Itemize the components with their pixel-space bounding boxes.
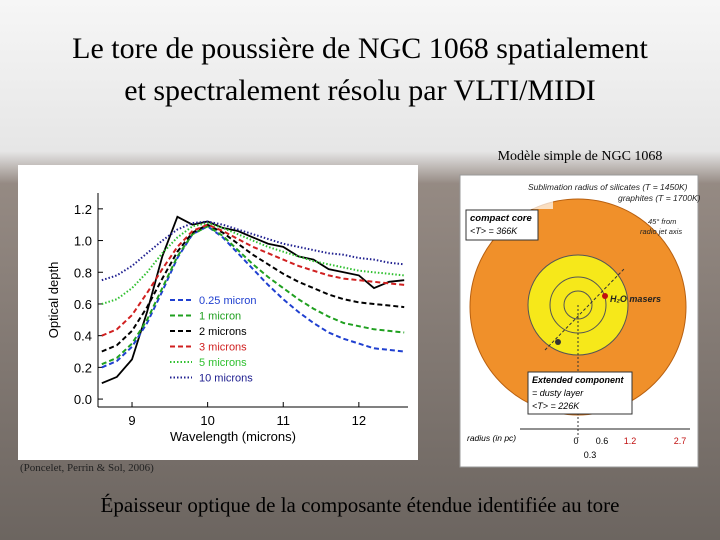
- label: compact core: [470, 213, 532, 224]
- title: et spectralement résolu par VLTI/MIDI: [124, 74, 596, 107]
- legend-label: 3 microns: [199, 342, 247, 354]
- radius-tick: 0.6: [596, 436, 609, 446]
- legend-label: 2 microns: [199, 326, 247, 338]
- label-box: [527, 371, 633, 415]
- label-box: [465, 209, 539, 241]
- legend-label: 0.25 micron: [199, 295, 256, 307]
- series-line: [101, 223, 405, 353]
- maser: [555, 339, 561, 345]
- y-tick-label: 0.0: [74, 392, 92, 407]
- jet-axis: [544, 267, 626, 351]
- title: Le tore de poussière de NGC 1068 spatial…: [72, 32, 648, 65]
- caption: Épaisseur optique de la composante étend…: [101, 493, 620, 517]
- label: H₂O masers: [610, 294, 661, 304]
- x-tick-label: 10: [200, 413, 214, 428]
- label: 45° from: [648, 217, 676, 226]
- radius-tick: 0.3: [584, 450, 597, 460]
- series-line: [101, 223, 405, 337]
- x-tick-label: 11: [276, 413, 290, 428]
- y-tick-label: 0.6: [74, 297, 92, 312]
- series-line: [101, 225, 405, 369]
- label-bg: [463, 179, 553, 209]
- legend-label: 5 microns: [199, 357, 247, 369]
- label: <T> = 366K: [470, 226, 518, 236]
- label: = dusty layer: [532, 388, 584, 398]
- chart-panel: [18, 165, 418, 460]
- series-line: [101, 220, 405, 282]
- y-tick-label: 1.2: [74, 202, 92, 217]
- legend-label: 1 micron: [199, 311, 241, 323]
- radius-tick: 0: [573, 436, 578, 446]
- label: graphites (T = 1700K): [618, 193, 701, 203]
- radius-tick: 2.7: [674, 436, 687, 446]
- label: radio jet axis: [640, 227, 682, 236]
- series-line: [101, 215, 405, 385]
- x-tick-label: 12: [352, 413, 366, 428]
- legend-label: 10 microns: [199, 373, 253, 385]
- y-tick-label: 0.2: [74, 360, 92, 375]
- x-axis-label: Wavelength (microns): [170, 429, 296, 444]
- y-axis-label: Optical depth: [46, 262, 61, 339]
- x-tick-label: 9: [128, 413, 135, 428]
- series-line: [101, 222, 405, 305]
- caption: Modèle simple de NGC 1068: [498, 149, 663, 164]
- y-tick-label: 0.8: [74, 265, 92, 280]
- y-tick-label: 0.4: [74, 329, 92, 344]
- diagram: Sublimation radius of silicates (T = 145…: [459, 174, 701, 468]
- credit: (Poncelet, Perrin & Sol, 2006): [20, 462, 154, 474]
- maser: [602, 293, 608, 299]
- y-tick-label: 1.0: [74, 234, 92, 249]
- label: Extended component: [532, 375, 625, 385]
- label: <T> = 226K: [532, 401, 580, 411]
- radius-tick: 1.2: [624, 436, 637, 446]
- label: radius (in pc): [467, 433, 516, 443]
- label: Sublimation radius of silicates (T = 145…: [528, 182, 688, 192]
